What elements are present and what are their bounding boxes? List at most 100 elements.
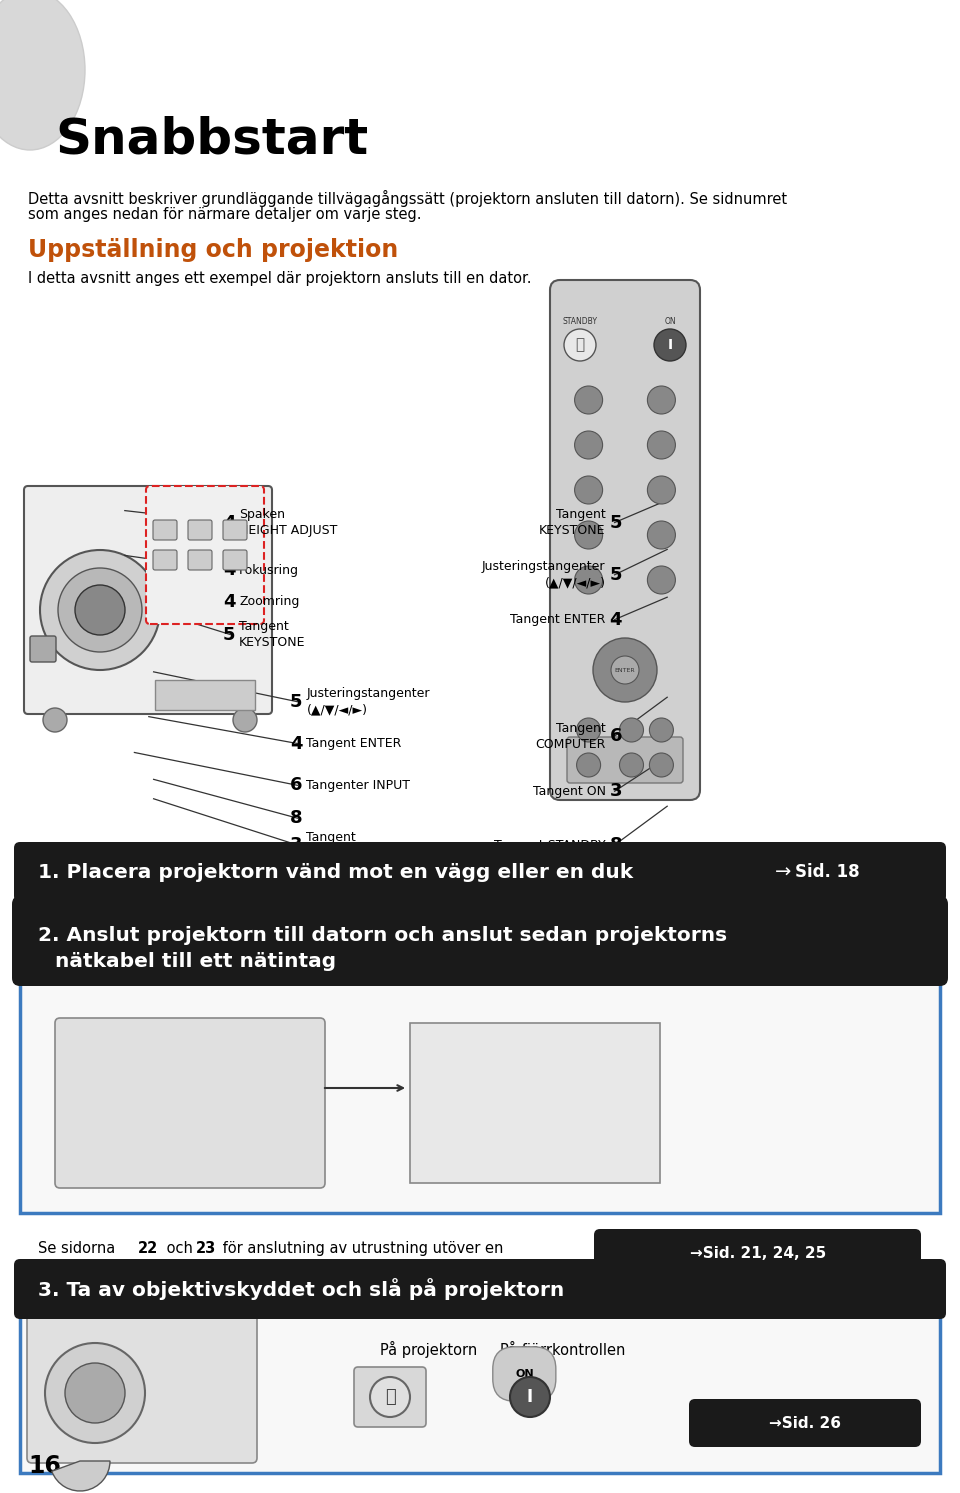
Circle shape	[577, 718, 601, 742]
Text: Tangent ENTER: Tangent ENTER	[306, 738, 402, 749]
Text: Justeringstangenter
(▲/▼/◄/►): Justeringstangenter (▲/▼/◄/►)	[482, 560, 606, 590]
FancyBboxPatch shape	[410, 1023, 660, 1182]
FancyBboxPatch shape	[153, 549, 177, 570]
Text: 1. Placera projektorn vänd mot en vägg eller en duk: 1. Placera projektorn vänd mot en vägg e…	[38, 863, 634, 881]
Text: →Sid. 26: →Sid. 26	[769, 1415, 841, 1430]
Text: 3. Ta av objektivskyddet och slå på projektorn: 3. Ta av objektivskyddet och slå på proj…	[38, 1278, 564, 1300]
FancyBboxPatch shape	[20, 1312, 940, 1474]
Text: 8: 8	[610, 836, 622, 854]
Circle shape	[577, 752, 601, 776]
Text: 23: 23	[196, 1241, 216, 1256]
Circle shape	[593, 638, 657, 702]
Text: På projektorn: På projektorn	[380, 1341, 477, 1359]
Circle shape	[619, 752, 643, 776]
Text: Tangent
KEYSTONE: Tangent KEYSTONE	[239, 620, 305, 649]
Text: Fokusring: Fokusring	[239, 564, 300, 576]
Circle shape	[647, 521, 676, 549]
Wedge shape	[52, 1462, 110, 1492]
Text: ⏻: ⏻	[575, 337, 585, 352]
Circle shape	[564, 328, 596, 361]
Text: ON: ON	[664, 318, 676, 327]
Circle shape	[575, 387, 603, 414]
Text: Tangent ON: Tangent ON	[533, 785, 606, 797]
Text: På fjärrkontrollen: På fjärrkontrollen	[500, 1341, 625, 1359]
Circle shape	[370, 1377, 410, 1417]
Circle shape	[510, 1377, 550, 1417]
Circle shape	[647, 566, 676, 594]
FancyBboxPatch shape	[146, 487, 264, 624]
Text: Tangent
KEYSTONE: Tangent KEYSTONE	[540, 508, 606, 537]
Circle shape	[45, 1344, 145, 1444]
FancyBboxPatch shape	[155, 679, 255, 711]
FancyBboxPatch shape	[12, 896, 948, 985]
Text: Detta avsnitt beskriver grundläggande tillvägagångssätt (projektorn ansluten til: Detta avsnitt beskriver grundläggande ti…	[28, 190, 787, 208]
Text: som anges nedan för närmare detaljer om varje steg.: som anges nedan för närmare detaljer om …	[28, 208, 421, 222]
Text: 4: 4	[223, 593, 235, 611]
Text: 6: 6	[290, 776, 302, 794]
Circle shape	[575, 521, 603, 549]
Text: I: I	[527, 1388, 533, 1406]
Circle shape	[575, 566, 603, 594]
Text: 4: 4	[290, 735, 302, 752]
Text: Tangent ENTER: Tangent ENTER	[510, 614, 606, 626]
Circle shape	[611, 655, 639, 684]
Text: 3: 3	[610, 782, 622, 800]
Text: Tangent
STANDBY/ON: Tangent STANDBY/ON	[306, 830, 388, 860]
Text: 16: 16	[28, 1454, 60, 1478]
Text: nätkabel till ett nätintag: nätkabel till ett nätintag	[55, 953, 336, 970]
Circle shape	[75, 585, 125, 635]
Text: 22: 22	[138, 1241, 158, 1256]
Text: 6: 6	[610, 727, 622, 745]
Text: Se sidorna: Se sidorna	[38, 1241, 120, 1256]
FancyBboxPatch shape	[188, 549, 212, 570]
Circle shape	[43, 708, 67, 732]
Text: dator.: dator.	[38, 1263, 81, 1278]
Text: ON: ON	[515, 1369, 534, 1380]
FancyBboxPatch shape	[594, 1229, 921, 1277]
Circle shape	[654, 328, 686, 361]
FancyBboxPatch shape	[14, 842, 946, 902]
Text: 5: 5	[610, 514, 622, 532]
Text: 4: 4	[223, 561, 235, 579]
FancyBboxPatch shape	[20, 978, 940, 1212]
Circle shape	[647, 431, 676, 458]
FancyBboxPatch shape	[14, 1259, 946, 1318]
FancyBboxPatch shape	[550, 281, 700, 800]
Circle shape	[647, 387, 676, 414]
FancyBboxPatch shape	[153, 520, 177, 540]
Text: 2. Anslut projektorn till datorn och anslut sedan projektorns: 2. Anslut projektorn till datorn och ans…	[38, 926, 727, 945]
Text: 5: 5	[610, 566, 622, 584]
Circle shape	[575, 431, 603, 458]
FancyBboxPatch shape	[27, 1312, 257, 1463]
FancyBboxPatch shape	[188, 520, 212, 540]
FancyBboxPatch shape	[223, 520, 247, 540]
Circle shape	[575, 476, 603, 505]
Text: I detta avsnitt anges ett exempel där projektorn ansluts till en dator.: I detta avsnitt anges ett exempel där pr…	[28, 272, 532, 287]
Text: Sid. 18: Sid. 18	[795, 863, 859, 881]
Text: Tangent STANDBY: Tangent STANDBY	[494, 839, 606, 851]
Circle shape	[649, 752, 673, 776]
Circle shape	[647, 476, 676, 505]
Text: 5: 5	[223, 626, 235, 643]
Text: och: och	[162, 1241, 198, 1256]
Text: ENTER: ENTER	[614, 667, 636, 672]
FancyBboxPatch shape	[689, 1399, 921, 1447]
Text: Justeringstangenter
(▲/▼/◄/►): Justeringstangenter (▲/▼/◄/►)	[306, 687, 430, 717]
Text: STANDBY: STANDBY	[563, 318, 597, 327]
Text: Spaken
HEIGHT ADJUST: Spaken HEIGHT ADJUST	[239, 508, 338, 537]
Text: →: →	[775, 863, 791, 881]
Circle shape	[65, 1363, 125, 1423]
FancyBboxPatch shape	[30, 636, 56, 661]
Text: 4: 4	[610, 611, 622, 629]
FancyBboxPatch shape	[223, 549, 247, 570]
Text: Snabbstart: Snabbstart	[55, 115, 368, 163]
Text: 3: 3	[290, 836, 302, 854]
Text: Tangent
COMPUTER: Tangent COMPUTER	[536, 721, 606, 751]
FancyBboxPatch shape	[24, 487, 272, 714]
Text: Zoomring: Zoomring	[239, 596, 300, 608]
Text: Tangenter INPUT: Tangenter INPUT	[306, 779, 411, 791]
Text: 8: 8	[290, 809, 302, 827]
Text: 5: 5	[290, 693, 302, 711]
Text: →Sid. 21, 24, 25: →Sid. 21, 24, 25	[690, 1245, 827, 1260]
FancyBboxPatch shape	[354, 1368, 426, 1427]
